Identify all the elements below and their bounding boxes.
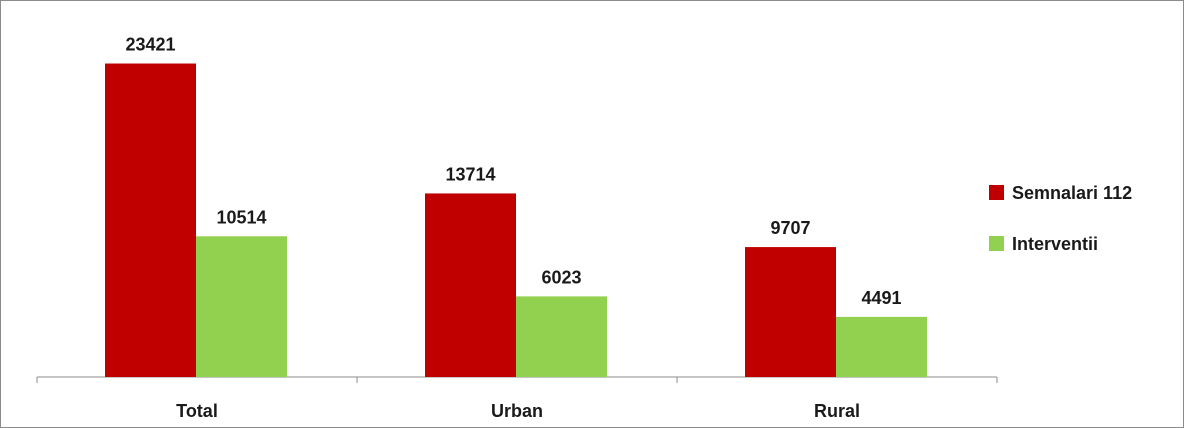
bar-interventii-rural [836, 316, 927, 377]
data-label: 6023 [541, 267, 581, 287]
legend-label: Interventii [1012, 234, 1098, 254]
legend: Semnalari 112 Interventii [989, 183, 1132, 254]
bar-semnalari-112-total [105, 63, 196, 378]
bar-semnalari-112-rural [745, 247, 836, 377]
legend-label: Semnalari 112 [1012, 183, 1132, 203]
legend-swatch [989, 236, 1004, 251]
x-tick-label: Urban [491, 401, 543, 421]
x-tick-label: Rural [814, 401, 860, 421]
data-label: 4491 [861, 288, 901, 308]
data-label: 9707 [770, 218, 810, 238]
data-label: 13714 [445, 164, 495, 184]
data-label: 10514 [216, 207, 266, 227]
legend-swatch [989, 185, 1004, 200]
labels-layer: 23421 10514 Total 13714 6023 Urban 9707 4491 Rur… [125, 35, 901, 421]
bar-interventii-urban [516, 296, 607, 377]
bar-semnalari-112-urban [425, 193, 516, 377]
data-label: 23421 [125, 35, 175, 55]
x-tick-label: Total [176, 401, 218, 421]
bars-layer [105, 63, 927, 378]
bar-interventii-total [196, 236, 287, 377]
